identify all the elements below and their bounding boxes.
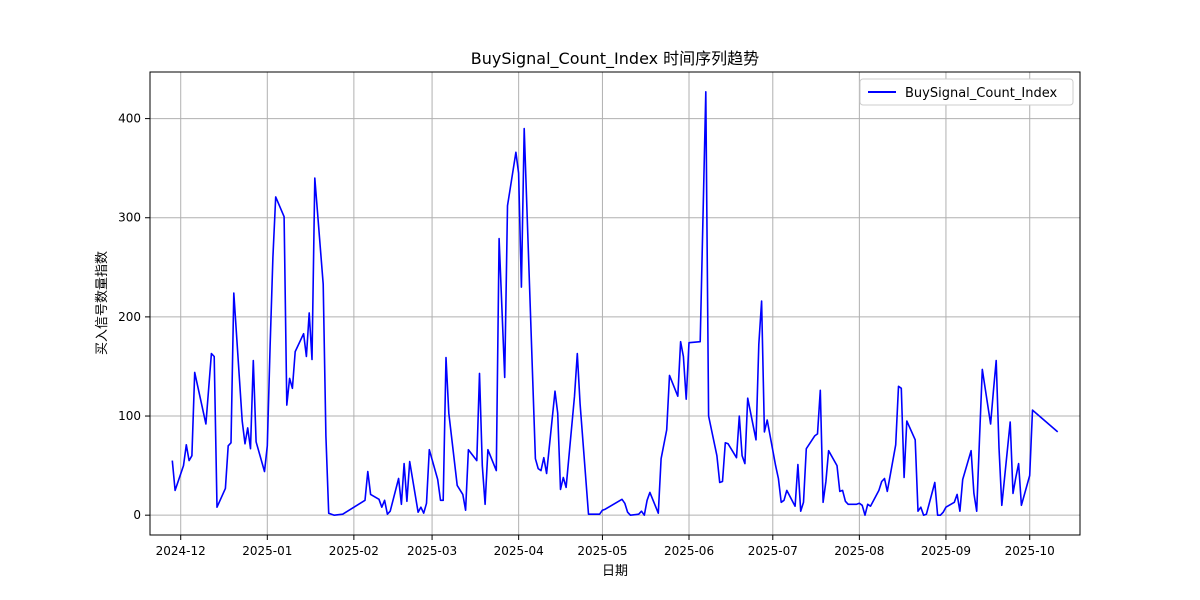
- y-tick-label: 100: [118, 409, 141, 423]
- series-layer: [171, 91, 1059, 516]
- x-tick-label: 2025-06: [664, 544, 714, 558]
- legend-label: BuySignal_Count_Index: [905, 86, 1057, 101]
- plot-frame: [149, 71, 1081, 536]
- y-tick-label: 300: [118, 211, 141, 225]
- x-tick-label: 2025-10: [1005, 544, 1055, 558]
- y-axis: 0 100 200 300 400: [118, 112, 150, 522]
- x-tick-label: 2025-01: [242, 544, 292, 558]
- legend-box: [859, 78, 1074, 106]
- x-axis-label: 日期: [602, 564, 628, 579]
- series-line: [171, 91, 1059, 516]
- x-tick-label: 2025-09: [921, 544, 971, 558]
- chart-title: BuySignal_Count_Index 时间序列趋势: [471, 49, 759, 69]
- x-tick-label: 2025-08: [834, 544, 884, 558]
- x-tick-label: 2025-07: [748, 544, 798, 558]
- y-tick-label: 0: [133, 508, 141, 522]
- x-axis: 2024-12 2025-01 2025-02 2025-03 2025-04 2025-…: [156, 535, 1055, 558]
- y-axis-label: 买入信号数量指数: [95, 251, 110, 355]
- x-tick-label: 2025-05: [577, 544, 627, 558]
- x-tick-label: 2024-12: [156, 544, 206, 558]
- y-tick-label: 400: [118, 112, 141, 126]
- x-tick-label: 2025-03: [407, 544, 457, 558]
- x-tick-label: 2025-02: [329, 544, 379, 558]
- x-tick-label: 2025-04: [494, 544, 544, 558]
- y-tick-label: 200: [118, 310, 141, 324]
- legend: BuySignal_Count_Index: [859, 78, 1074, 106]
